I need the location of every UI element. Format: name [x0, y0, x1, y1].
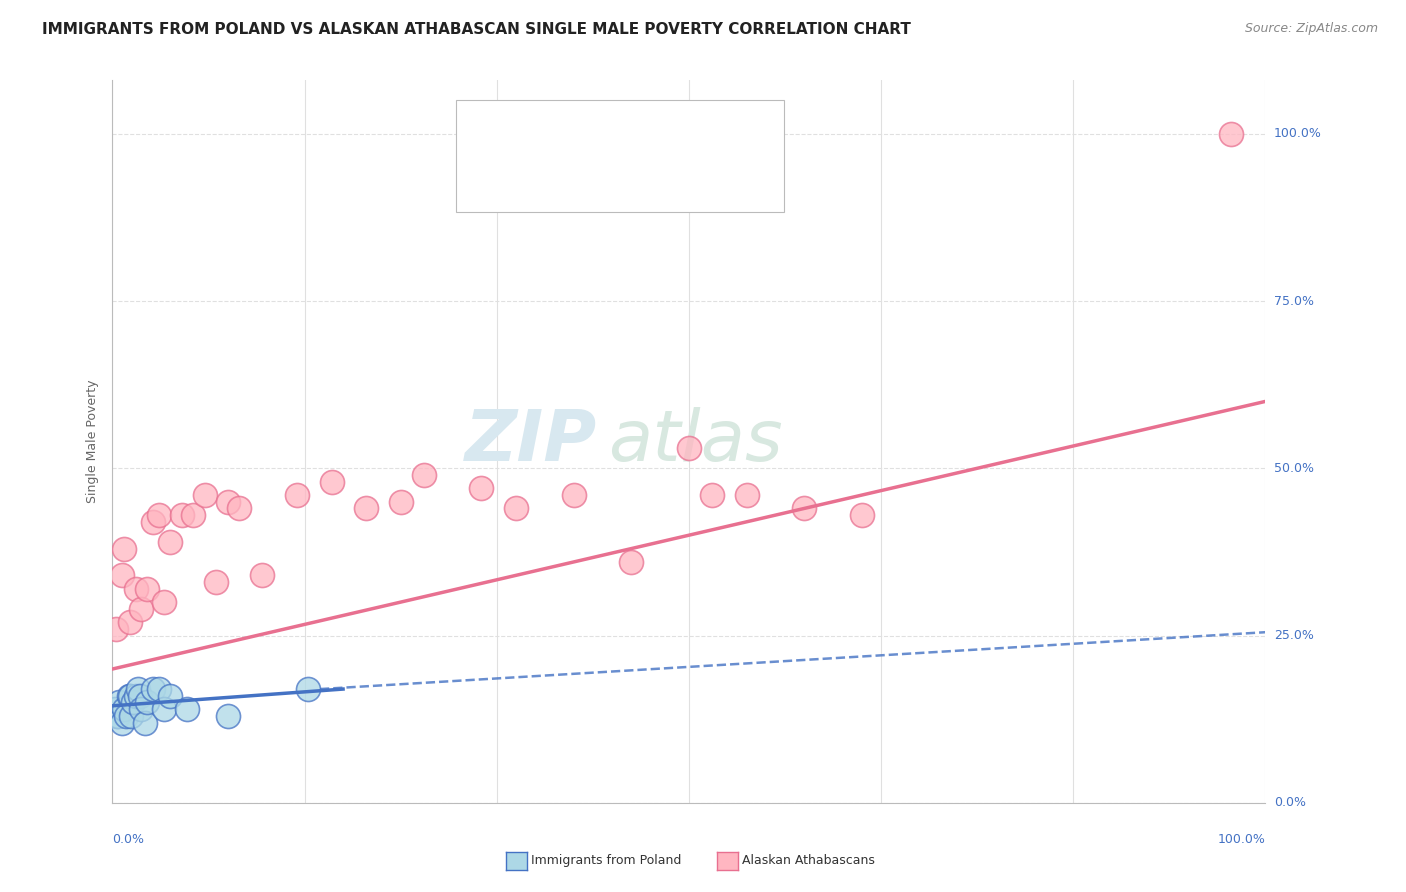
Text: 100.0%: 100.0%: [1274, 128, 1322, 140]
Point: [142, 681, 165, 696]
Text: atlas: atlas: [609, 407, 783, 476]
Point: [107, 708, 129, 723]
Point: [105, 708, 128, 723]
Point: [118, 615, 141, 630]
Point: [1219, 127, 1241, 141]
Y-axis label: Single Male Poverty: Single Male Poverty: [86, 380, 100, 503]
Point: [735, 488, 758, 502]
Point: [129, 602, 153, 616]
Text: R =  0.708: R = 0.708: [501, 176, 582, 191]
Point: [111, 715, 134, 730]
Point: [104, 702, 127, 716]
Point: [181, 508, 204, 523]
Point: [124, 582, 146, 596]
Point: [354, 501, 377, 516]
Point: [620, 555, 643, 569]
Point: [470, 482, 492, 496]
Point: [228, 501, 250, 516]
Point: [148, 681, 170, 696]
Point: [129, 689, 152, 703]
Point: [104, 622, 127, 636]
Point: [136, 582, 159, 596]
Point: [142, 515, 165, 529]
Point: [285, 488, 308, 502]
Point: [136, 696, 159, 710]
Point: [170, 508, 193, 523]
Text: ZIP: ZIP: [464, 407, 596, 476]
Point: [112, 702, 135, 716]
Text: N = 24: N = 24: [592, 127, 650, 142]
Point: [505, 501, 527, 516]
Point: [129, 702, 153, 716]
Point: [176, 702, 198, 716]
Point: [321, 475, 343, 489]
Text: R =  0.106: R = 0.106: [501, 127, 582, 142]
Text: 25.0%: 25.0%: [1274, 629, 1313, 642]
Text: 0.0%: 0.0%: [112, 832, 145, 846]
Point: [562, 488, 585, 502]
Point: [127, 681, 149, 696]
Point: [120, 708, 142, 723]
Point: [153, 595, 176, 609]
Text: 100.0%: 100.0%: [1218, 832, 1265, 846]
Point: [252, 568, 274, 582]
Text: 75.0%: 75.0%: [1274, 294, 1313, 308]
Text: N = 33: N = 33: [592, 176, 650, 191]
Point: [111, 568, 134, 582]
Point: [851, 508, 873, 523]
Point: [159, 689, 181, 703]
Point: [108, 696, 131, 710]
Text: IMMIGRANTS FROM POLAND VS ALASKAN ATHABASCAN SINGLE MALE POVERTY CORRELATION CHA: IMMIGRANTS FROM POLAND VS ALASKAN ATHABA…: [42, 22, 911, 37]
Text: Immigrants from Poland: Immigrants from Poland: [531, 855, 682, 867]
Point: [412, 467, 434, 482]
Point: [118, 689, 141, 703]
Point: [217, 494, 239, 508]
Point: [678, 442, 700, 455]
Text: 50.0%: 50.0%: [1274, 462, 1313, 475]
Point: [297, 681, 319, 696]
Text: 0.0%: 0.0%: [1274, 797, 1306, 809]
Point: [793, 501, 815, 516]
Point: [194, 488, 217, 502]
Point: [159, 534, 181, 549]
Point: [700, 488, 723, 502]
Text: Source: ZipAtlas.com: Source: ZipAtlas.com: [1244, 22, 1378, 36]
Point: [217, 708, 239, 723]
Point: [124, 689, 146, 703]
Text: Alaskan Athabascans: Alaskan Athabascans: [742, 855, 876, 867]
Point: [115, 708, 138, 723]
Point: [122, 696, 145, 710]
Point: [389, 494, 412, 508]
Point: [148, 508, 170, 523]
Point: [134, 715, 156, 730]
Point: [117, 689, 139, 703]
Point: [205, 575, 228, 590]
Point: [112, 541, 135, 556]
Point: [153, 702, 176, 716]
